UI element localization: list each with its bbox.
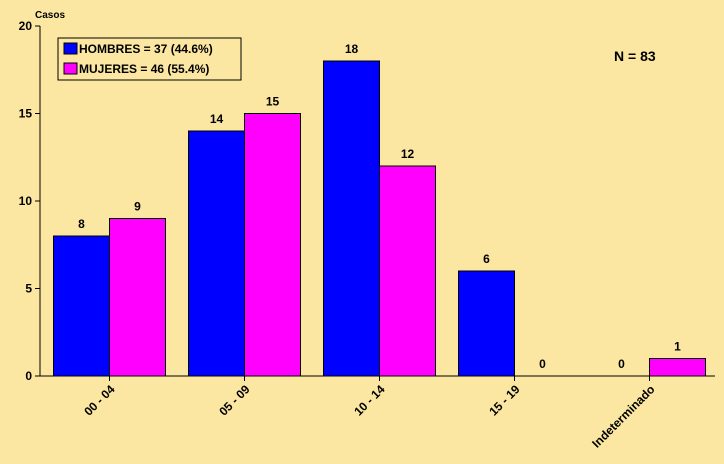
x-tick-label: Indeterminado — [589, 382, 657, 450]
bar-hombres — [458, 270, 515, 377]
bar-value-label: 15 — [266, 95, 280, 109]
legend-label-hombres: HOMBRES = 37 (44.6%) — [79, 42, 213, 56]
x-tick-label: 00 - 04 — [81, 382, 118, 419]
legend-swatch-mujeres — [63, 62, 78, 75]
bar-mujeres — [109, 218, 166, 377]
y-tick-label: 10 — [19, 194, 33, 208]
bar-mujeres — [244, 113, 301, 377]
bar-mujeres — [379, 165, 436, 377]
y-tick-label: 20 — [19, 19, 33, 33]
y-tick-label: 0 — [25, 369, 32, 383]
bar-hombres — [53, 235, 110, 377]
legend-swatch-hombres — [63, 42, 78, 55]
y-tick-label: 5 — [25, 282, 32, 296]
y-axis-label: Casos — [35, 10, 65, 21]
x-tick-label: 10 - 14 — [351, 382, 388, 419]
x-tick-label: 05 - 09 — [216, 382, 253, 419]
bar-mujeres — [649, 358, 706, 377]
bars: 8 9 14 15 18 12 6 0 0 1 — [53, 42, 706, 377]
bar-value-label: 8 — [78, 217, 85, 231]
bar-value-label: 6 — [483, 252, 490, 266]
bar-value-label: 18 — [345, 42, 359, 56]
legend: HOMBRES = 37 (44.6%) MUJERES = 46 (55.4%… — [57, 37, 242, 81]
x-ticks: 00 - 04 05 - 09 10 - 14 15 - 19 Indeterminad… — [81, 376, 658, 451]
total-cases-annotation: N = 83 — [614, 48, 656, 64]
y-tick-label: 15 — [19, 107, 33, 121]
legend-frame — [57, 37, 242, 81]
bar-value-label: 14 — [210, 112, 224, 126]
y-ticks: 0 5 10 15 20 — [19, 19, 40, 383]
bar-value-label: 0 — [618, 357, 625, 371]
bar-value-label: 0 — [539, 357, 546, 371]
bar-value-label: 1 — [674, 340, 681, 354]
legend-label-mujeres: MUJERES = 46 (55.4%) — [79, 62, 209, 76]
bar-hombres — [188, 130, 245, 377]
bar-value-label: 9 — [134, 200, 141, 214]
bar-hombres — [323, 60, 380, 377]
bar-value-label: 12 — [401, 147, 415, 161]
x-tick-label: 15 - 19 — [486, 382, 523, 419]
